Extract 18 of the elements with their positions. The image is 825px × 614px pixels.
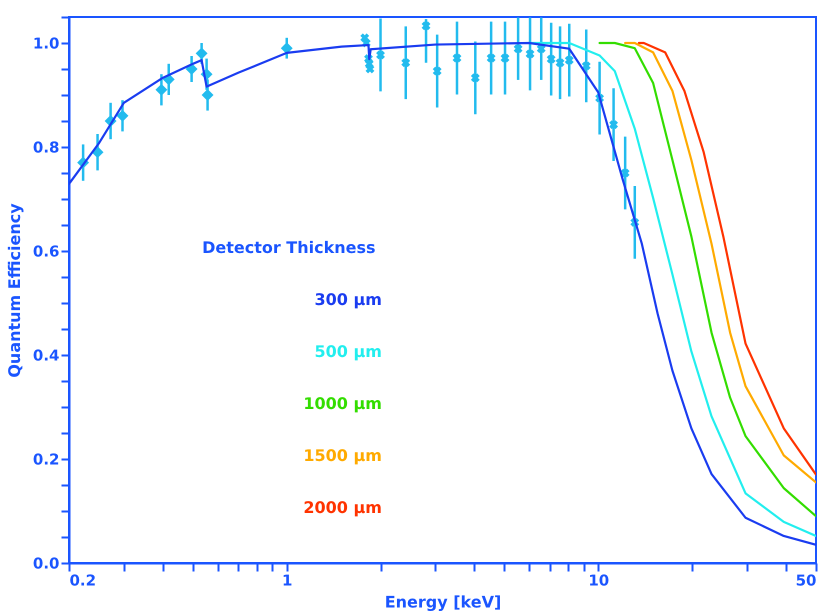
y-tick-label: 0.8 (32, 138, 60, 156)
x-tick-label: 1 (282, 572, 292, 590)
x-tick-label: 0.2 (70, 572, 96, 590)
text: 2000 μm (303, 498, 382, 517)
x-axis-title: Energy [keV] (384, 592, 502, 612)
text: 1000 μm (303, 394, 382, 413)
y-tick-label: 0.6 (32, 242, 60, 260)
y-tick-label: 0.2 (32, 450, 60, 468)
y-tick-label: 0.4 (32, 346, 60, 364)
text: 1500 μm (303, 446, 382, 465)
text: 500 μm (314, 342, 382, 361)
y-tick-label: 1.0 (32, 34, 60, 52)
text: 300 μm (314, 290, 382, 309)
x-tick-label: 50 (796, 572, 816, 590)
y-axis-title: Quantum Efficiency (4, 202, 24, 378)
x-tick-label: 10 (588, 572, 610, 590)
legend-title: Detector Thickness (202, 238, 376, 257)
y-tick-label: 0.0 (32, 554, 60, 572)
